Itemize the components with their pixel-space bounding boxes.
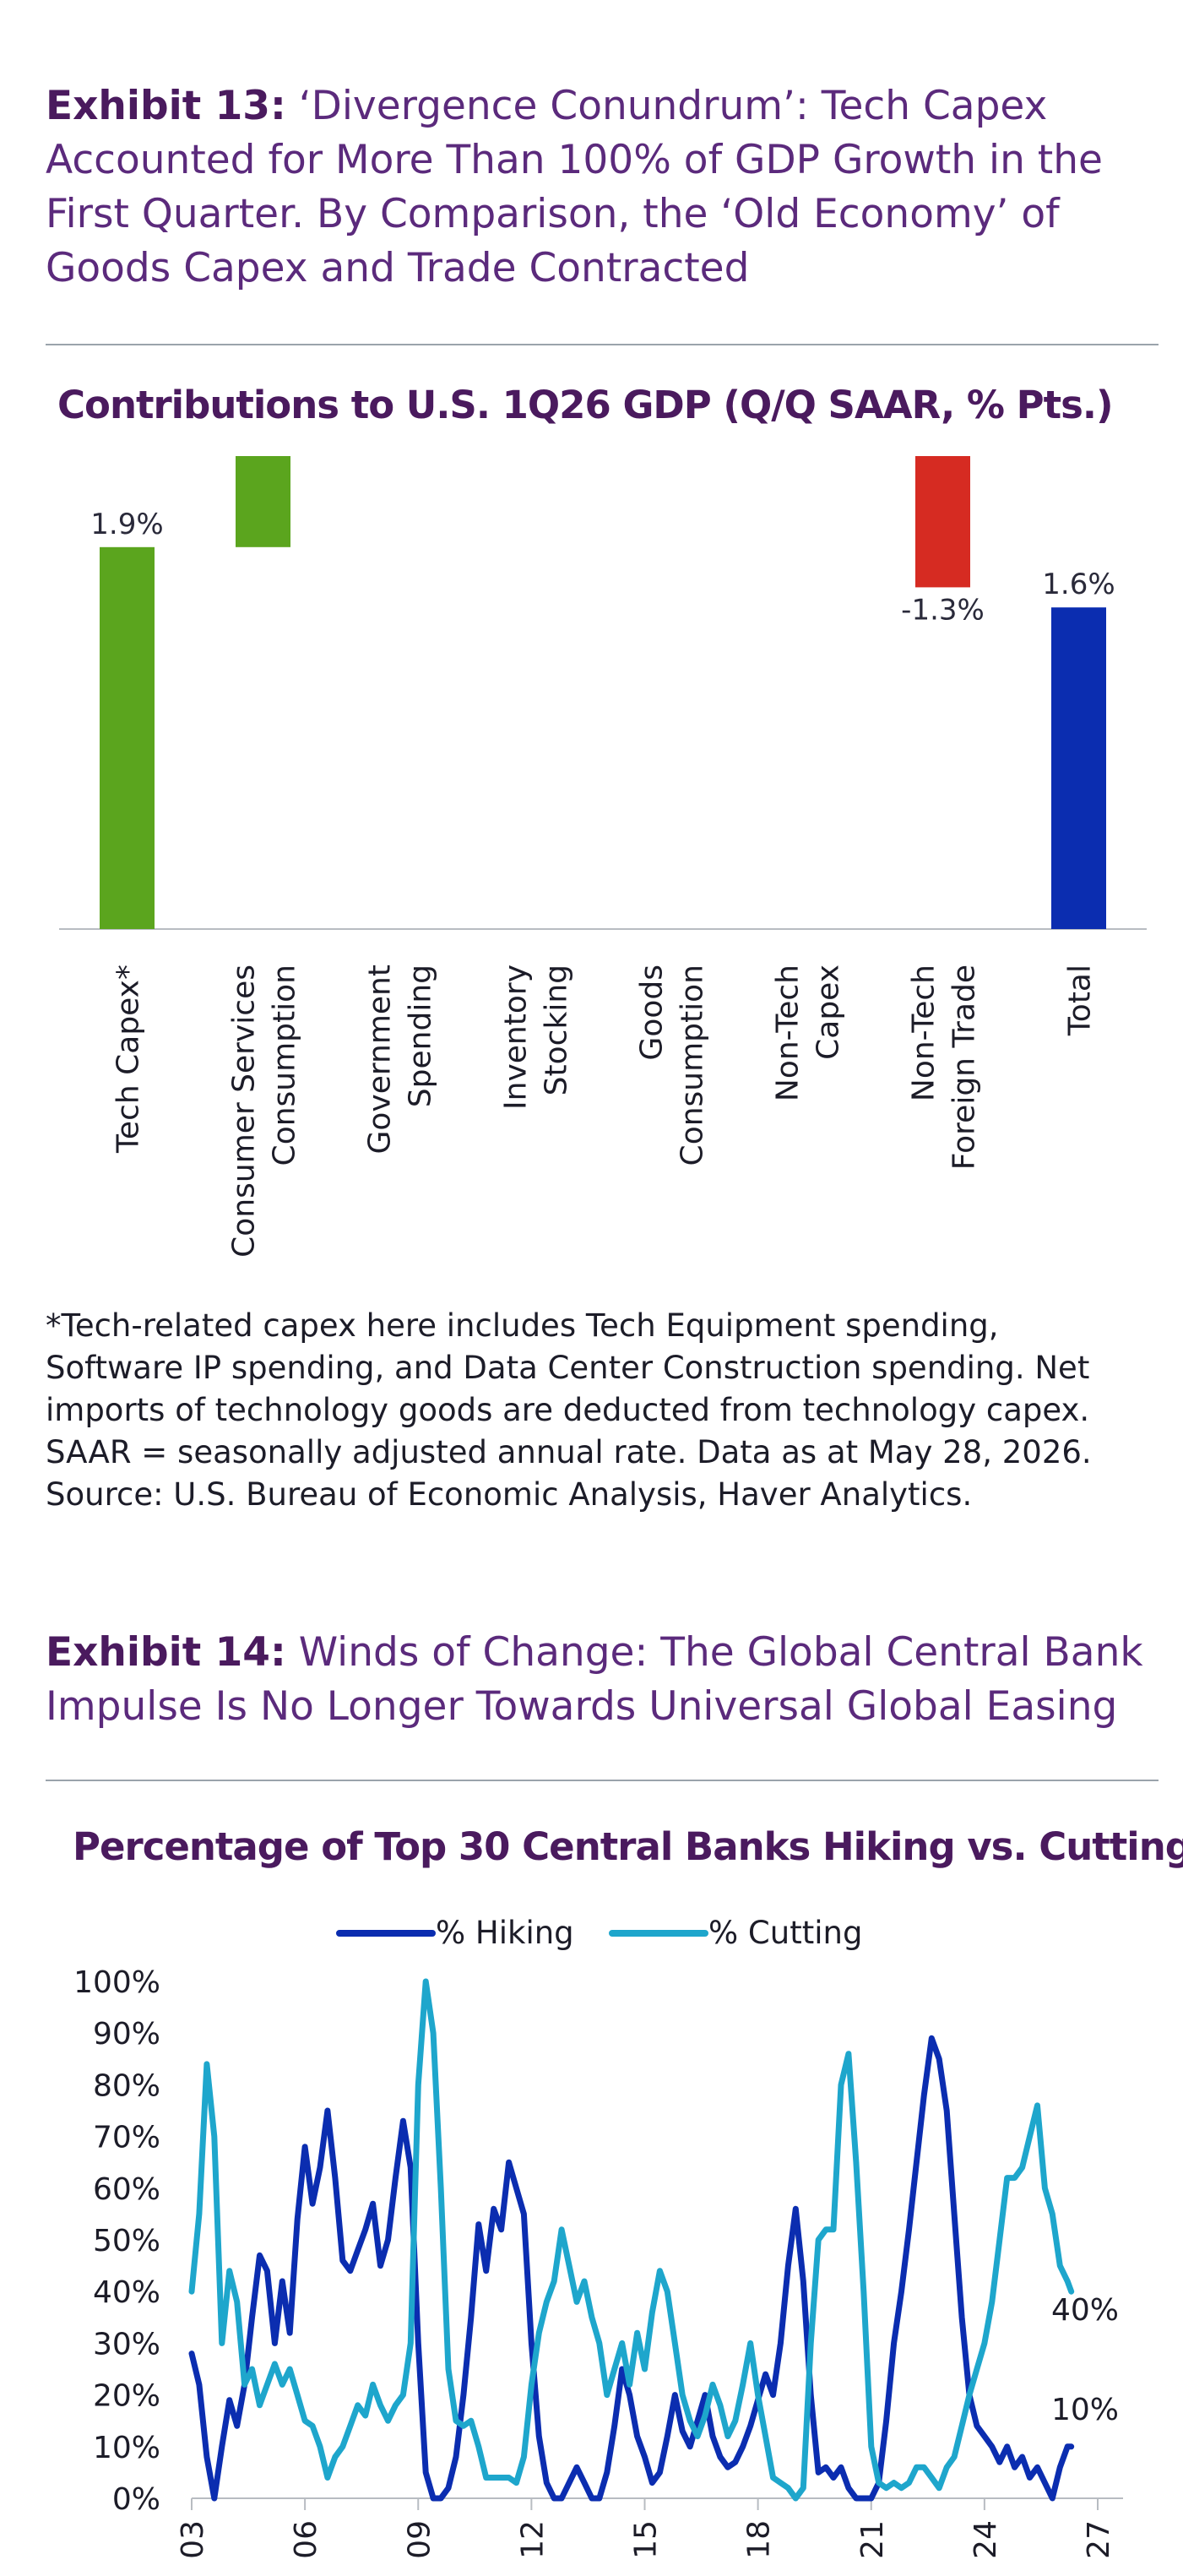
x-tick-label: 03 — [176, 2520, 210, 2559]
footnote-line: *Tech-related capex here includes Tech E… — [46, 1307, 999, 1344]
bar — [100, 546, 155, 929]
data-label: 1.9% — [90, 508, 163, 541]
x-tick-label: 09 — [402, 2520, 437, 2559]
series-line — [188, 1978, 1075, 2502]
y-tick-label: 50% — [93, 2224, 160, 2258]
exhibit14-label: Exhibit 14: — [46, 1629, 286, 1676]
category-label-line: Inventory — [499, 965, 534, 1110]
exhibit13-title: Exhibit 13: ‘Divergence Conundrum’: Tech… — [46, 79, 1160, 296]
y-tick-label: 100% — [73, 1965, 160, 2000]
chart1-title: Contributions to U.S. 1Q26 GDP (Q/Q SAAR… — [57, 383, 1114, 427]
x-tick-label: 12 — [515, 2520, 550, 2559]
central-banks-line-chart: % Hiking % Cutting 0% 10% 20% 30% 40% 50% 60% 70%… — [73, 1915, 1123, 2559]
footnote-line: SAAR = seasonally adjusted annual rate. … — [46, 1434, 1092, 1470]
exhibit13-label: Exhibit 13: — [46, 83, 286, 129]
bar — [1051, 607, 1106, 929]
category-label-line: Consumption — [676, 965, 710, 1166]
bar — [915, 456, 970, 588]
category-label: Inventory Stocking — [499, 965, 574, 1110]
category-label: Government Spending — [363, 965, 438, 1155]
gdp-waterfall-chart: 1.9%Tech Capex*0.9%Consumer ServicesCons… — [59, 456, 1147, 1258]
legend-label: % Cutting — [708, 1915, 862, 1951]
exhibit13-divider — [46, 344, 1159, 345]
category-label: Total — [1063, 965, 1098, 1036]
y-tick-label: 80% — [93, 2068, 160, 2103]
exhibit14-title-line: Impulse Is No Longer Towards Universal G… — [46, 1683, 1118, 1730]
chart2-title: Percentage of Top 30 Central Banks Hikin… — [73, 1824, 1183, 1869]
exhibit13-title-line: ‘Divergence Conundrum’: Tech Capex — [285, 83, 1048, 129]
x-tick-label: 06 — [289, 2520, 323, 2559]
footnote-line: imports of technology goods are deducted… — [46, 1392, 1090, 1428]
x-tick-label: 15 — [629, 2520, 664, 2559]
exhibit13-title-line: Goods Capex and Trade Contracted — [46, 245, 750, 291]
footnote-line: Source: U.S. Bureau of Economic Analysis… — [46, 1476, 973, 1513]
y-tick-label: 40% — [93, 2275, 160, 2310]
y-tick-label: 20% — [93, 2379, 160, 2414]
exhibit14-title-line: Winds of Change: The Global Central Bank — [285, 1629, 1143, 1676]
category-label-line: Non-Tech — [771, 965, 806, 1101]
end-value-label: 10% — [1051, 2393, 1119, 2427]
category-label: Consumer Services Consumption — [227, 965, 302, 1258]
y-tick-label: 30% — [93, 2327, 160, 2361]
x-tick-label: 27 — [1082, 2520, 1116, 2559]
y-tick-label: 0% — [112, 2482, 160, 2517]
footnote-line: Software IP spending, and Data Center Co… — [46, 1350, 1090, 1386]
y-tick-label: 10% — [93, 2431, 160, 2465]
category-label-line: Spending — [404, 965, 438, 1107]
category-label-line: Goods — [635, 965, 670, 1061]
category-label-line: Government — [363, 965, 398, 1155]
category-label: Goods Consumption — [635, 965, 710, 1166]
category-label-line: Foreign Trade — [947, 965, 982, 1170]
y-tick-label: 70% — [93, 2121, 160, 2155]
category-label: Non-Tech Foreign Trade — [907, 965, 982, 1170]
category-label-line: Total — [1063, 965, 1098, 1036]
data-label: -1.3% — [901, 593, 985, 627]
y-tick-label: 90% — [93, 2017, 160, 2052]
category-label-line: Consumer Services — [227, 965, 262, 1258]
exhibit14-title: Exhibit 14: Winds of Change: The Global … — [46, 1626, 1160, 1734]
category-label: Non-Tech Capex — [771, 965, 846, 1101]
x-tick-label: 21 — [855, 2520, 890, 2559]
footnote: *Tech-related capex here includes Tech E… — [46, 1305, 1160, 1516]
category-label-line: Non-Tech — [907, 965, 942, 1101]
exhibit13-title-line: Accounted for More Than 100% of GDP Grow… — [46, 137, 1103, 183]
exhibit13-title-line: First Quarter. By Comparison, the ‘Old E… — [46, 191, 1060, 237]
end-value-label: 40% — [1051, 2293, 1119, 2328]
y-tick-label: 60% — [93, 2172, 160, 2207]
legend-label: % Hiking — [436, 1915, 574, 1951]
exhibit14-divider — [46, 1780, 1159, 1781]
category-label-line: Stocking — [540, 965, 574, 1095]
category-label-line: Consumption — [268, 965, 302, 1166]
data-label: 1.6% — [1042, 568, 1115, 601]
x-tick-label: 24 — [969, 2520, 1003, 2559]
x-tick-label: 18 — [742, 2520, 777, 2559]
category-label-line: Tech Capex* — [111, 965, 146, 1154]
series-line — [188, 2035, 1075, 2502]
category-label: Tech Capex* — [111, 965, 146, 1154]
bar — [236, 456, 290, 547]
category-label-line: Capex — [811, 965, 846, 1060]
